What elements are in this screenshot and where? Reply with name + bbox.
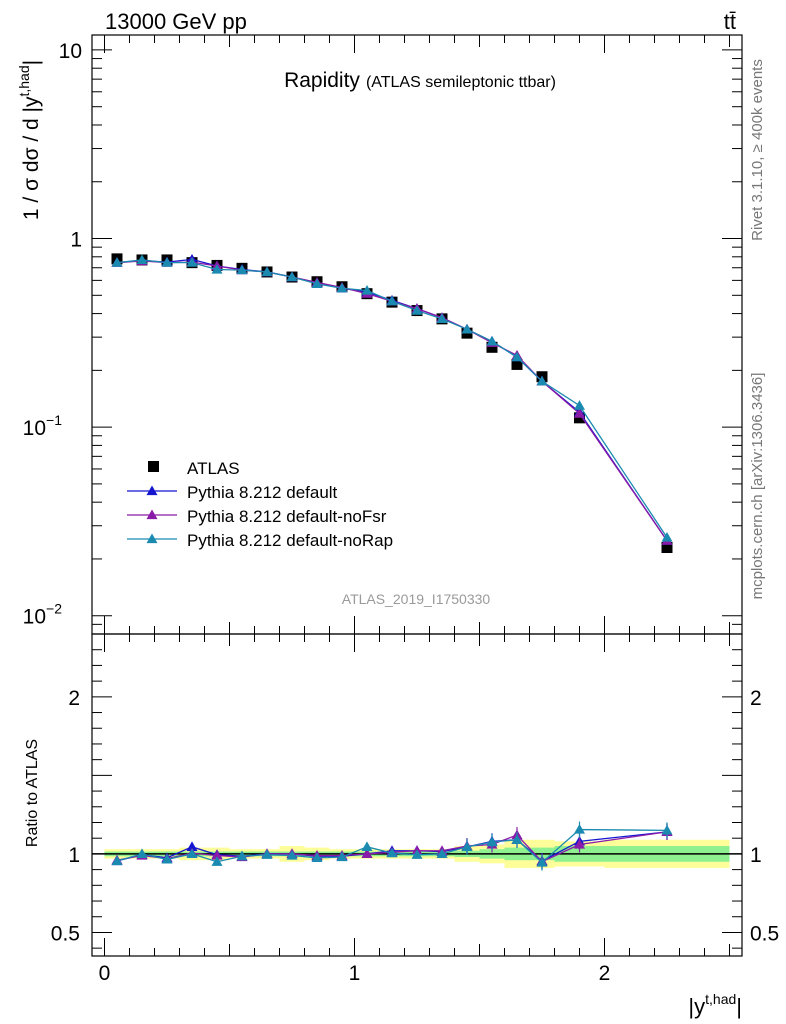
mc-point [661, 531, 673, 542]
mc-point [161, 257, 173, 267]
mc-point [286, 271, 298, 282]
ratio-point [486, 836, 498, 847]
ratio-point [411, 849, 423, 859]
header-right: tt̄ [724, 9, 736, 34]
y-tick-label: 10−1 [23, 412, 63, 440]
ratio-series-pythia-8-212-default-norap [111, 821, 673, 871]
ratio-point [536, 857, 548, 867]
mc-point [411, 305, 423, 315]
mcplots-label: mcplots.cern.ch [arXiv:1306.3436] [749, 373, 766, 600]
ratio-line [116, 828, 668, 864]
ratio-point [461, 841, 473, 851]
series-pythia-8-212-default-norap [111, 254, 673, 542]
mc-point [236, 264, 248, 275]
mc-point [461, 323, 473, 334]
ratio-y-tick-label-right: 2 [750, 687, 762, 710]
ratio-point [436, 848, 448, 859]
legend-item: Pythia 8.212 default-noRap [127, 531, 393, 550]
y-tick-exponent: −2 [46, 601, 62, 617]
mc-point [111, 257, 123, 267]
ratio-point [111, 855, 123, 866]
mc-point [186, 257, 198, 267]
ratio-point [661, 824, 673, 835]
x-tick-label: 1 [349, 962, 361, 985]
ratio-y-tick-label-right: 1 [750, 844, 762, 867]
mc-point [436, 313, 448, 323]
mc-line [116, 259, 668, 538]
ratio-point [361, 841, 373, 851]
legend-marker-square [148, 461, 159, 472]
legend-item: ATLAS [148, 459, 240, 478]
mc-point [386, 295, 398, 306]
x-tick-label: 2 [599, 962, 611, 985]
atlas-data-point [661, 542, 673, 554]
rivet-label: Rivet 3.1.10, ≥ 400k events [749, 59, 766, 241]
atlas-data-point [486, 341, 498, 353]
watermark: ATLAS_2019_I1750330 [342, 591, 491, 607]
legend-marker-triangle [146, 485, 158, 496]
ratio-point [361, 848, 373, 859]
xlabel: |yt,had| [688, 991, 742, 1019]
upper-ylabel: 1 / σ dσ / d |yt,had| [16, 60, 43, 220]
header-left: 13000 GeV pp [105, 9, 247, 34]
mc-point [261, 266, 273, 277]
ratio-point [136, 848, 148, 859]
legend-marker-triangle [146, 533, 158, 544]
ratio-frame [91, 633, 743, 957]
mc-point [136, 254, 148, 265]
plot-title: Rapidity (ATLAS semileptonic ttbar) [284, 69, 556, 92]
ratio-y-tick-label-right: 0.5 [750, 922, 779, 945]
plot-subtitle: (ATLAS semileptonic ttbar) [366, 74, 556, 91]
ratio-y-tick-label: 1 [68, 844, 80, 867]
ratio-y-tick-label: 2 [68, 687, 80, 710]
legend-marker-triangle [146, 509, 158, 520]
mc-point [486, 335, 498, 346]
mc-point [536, 375, 548, 386]
mc-point [574, 408, 585, 418]
ratio-line [116, 831, 668, 863]
y-tick-label: 10 [59, 40, 82, 63]
ratio-y-tick-label: 0.5 [51, 922, 80, 945]
ratio-point [261, 849, 273, 859]
legend-label: Pythia 8.212 default-noFsr [187, 507, 387, 526]
x-tick-label: 0 [99, 962, 111, 985]
ratio-point [574, 838, 585, 849]
ratio-point [574, 824, 585, 834]
ratio-point [511, 834, 523, 844]
mc-point [511, 351, 523, 362]
legend-item: Pythia 8.212 default-noFsr [127, 507, 387, 526]
atlas-data-point [574, 412, 585, 424]
mc-point [211, 264, 223, 274]
y-tick-label: 1 [70, 229, 82, 252]
mc-point [574, 400, 585, 410]
y-tick-exponent: −1 [46, 412, 62, 428]
ratio-point [211, 856, 223, 866]
mc-line [116, 260, 668, 542]
legend-item: Pythia 8.212 default [127, 483, 338, 502]
ratio-point [186, 848, 198, 859]
ratio-point [186, 841, 198, 851]
ratio-point [286, 849, 298, 860]
atlas-data-point [511, 358, 523, 370]
plot-title-main: Rapidity [284, 69, 360, 92]
ratio-point [236, 850, 248, 861]
legend-label: Pythia 8.212 default [187, 483, 338, 502]
legend-label: Pythia 8.212 default-noRap [187, 531, 393, 550]
ratio-point [336, 851, 348, 862]
y-tick-label: 10−2 [23, 601, 63, 629]
mc-point [311, 278, 323, 288]
legend-label: ATLAS [187, 459, 240, 478]
mc-point [361, 285, 373, 295]
ratio-point [161, 853, 173, 864]
mc-point [336, 282, 348, 293]
ratio-ylabel: Ratio to ATLAS [24, 739, 41, 847]
ratio-point [211, 849, 223, 860]
ratio-point [386, 847, 398, 858]
ratio-point [311, 852, 323, 862]
